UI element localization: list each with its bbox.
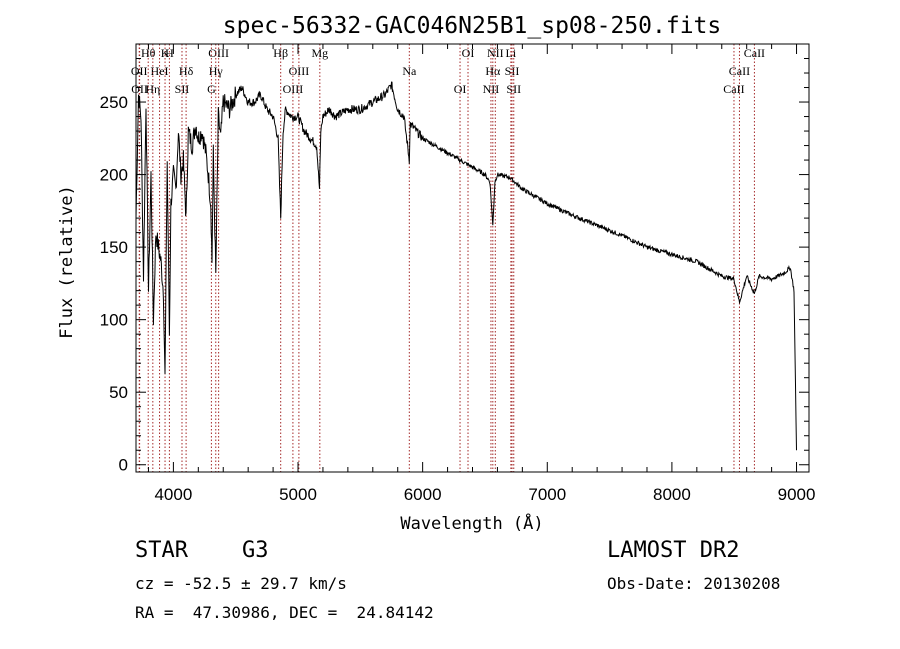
- x-tick-label: 6000: [404, 485, 442, 504]
- redshift-value: cz = -52.5 ± 29.7 km/s: [135, 574, 347, 593]
- line-marker-label: OII: [131, 64, 148, 78]
- line-marker-label: CaII: [744, 46, 765, 60]
- line-marker-label: H: [165, 46, 174, 60]
- y-tick-label: 250: [100, 93, 128, 112]
- spectral-line-markers: HθOIIOIIKHeIHηHHδSIIOIIIHγGHβOIIIOIIIMgN…: [131, 44, 765, 472]
- x-tick-label: 5000: [279, 485, 317, 504]
- y-tick-label: 50: [109, 383, 128, 402]
- x-tick-label: 8000: [653, 485, 691, 504]
- line-marker-label: G: [207, 82, 216, 96]
- line-marker-label: Na: [402, 64, 417, 78]
- line-marker-label: SII: [175, 82, 190, 96]
- x-axis-label: Wavelength (Å): [400, 512, 543, 534]
- y-tick-label: 150: [100, 238, 128, 257]
- line-marker-label: CaII: [729, 64, 750, 78]
- obs-date: Obs-Date: 20130208: [607, 574, 781, 593]
- line-marker-label: Hα: [485, 64, 501, 78]
- line-marker-label: Hδ: [179, 64, 194, 78]
- line-marker-label: Hθ: [141, 46, 156, 60]
- y-tick-label: 0: [119, 456, 128, 475]
- line-marker-label: SII: [505, 64, 520, 78]
- x-axis: 4000 5000 6000 7000 8000 9000: [147, 44, 816, 504]
- y-tick-label: 100: [100, 311, 128, 330]
- line-marker-label: OI: [462, 46, 475, 60]
- line-marker-label: OI: [454, 82, 467, 96]
- line-marker-label: OIII: [208, 46, 229, 60]
- line-marker-label: Hη: [145, 82, 160, 96]
- x-tick-label: 9000: [778, 485, 816, 504]
- line-marker-label: SII: [506, 82, 521, 96]
- line-marker-label: OII: [131, 82, 148, 96]
- plot-frame: [135, 43, 810, 473]
- line-marker-label: Li: [506, 46, 517, 60]
- y-axis-label: Flux (relative): [57, 185, 77, 339]
- survey-name: LAMOST DR2: [607, 538, 740, 563]
- y-tick-label: 200: [100, 166, 128, 185]
- object-subclass: G3: [242, 538, 269, 563]
- line-marker-label: Mg: [311, 46, 328, 60]
- coordinates: RA = 47.30986, DEC = 24.84142: [135, 603, 434, 622]
- spectrum-line: [135, 81, 797, 451]
- spectrum-series: [135, 81, 797, 451]
- object-class: STAR: [135, 538, 188, 563]
- line-marker-label: HeI: [151, 64, 169, 78]
- line-marker-label: Hγ: [209, 64, 224, 78]
- x-tick-label: 7000: [528, 485, 566, 504]
- chart-title: spec-56332-GAC046N25B1_sp08-250.fits: [223, 13, 722, 39]
- line-marker-label: NII: [483, 82, 500, 96]
- line-marker-label: OIII: [289, 64, 310, 78]
- line-marker-label: OIII: [283, 82, 304, 96]
- line-marker-label: K: [161, 46, 170, 60]
- x-tick-label: 4000: [154, 485, 192, 504]
- line-marker-label: CaII: [723, 82, 744, 96]
- line-marker-label: Hβ: [273, 46, 288, 60]
- y-axis: 0 50 100 150 200 250: [100, 58, 809, 475]
- line-marker-label: NII: [487, 46, 504, 60]
